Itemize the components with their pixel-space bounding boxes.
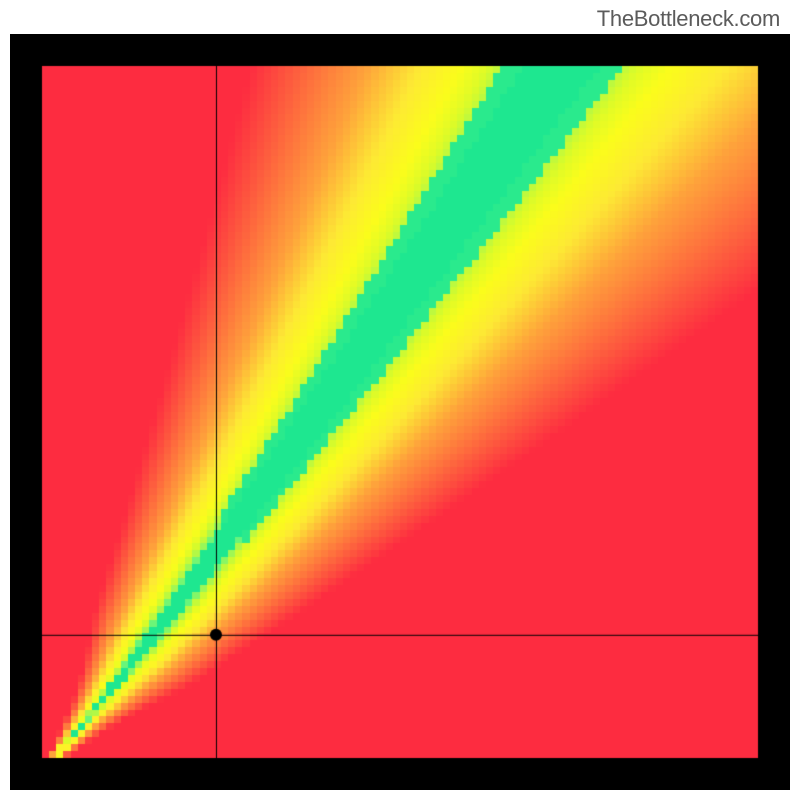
- watermark-text: TheBottleneck.com: [597, 6, 780, 32]
- heatmap-canvas: [10, 34, 790, 790]
- bottleneck-heatmap-chart: [10, 34, 790, 790]
